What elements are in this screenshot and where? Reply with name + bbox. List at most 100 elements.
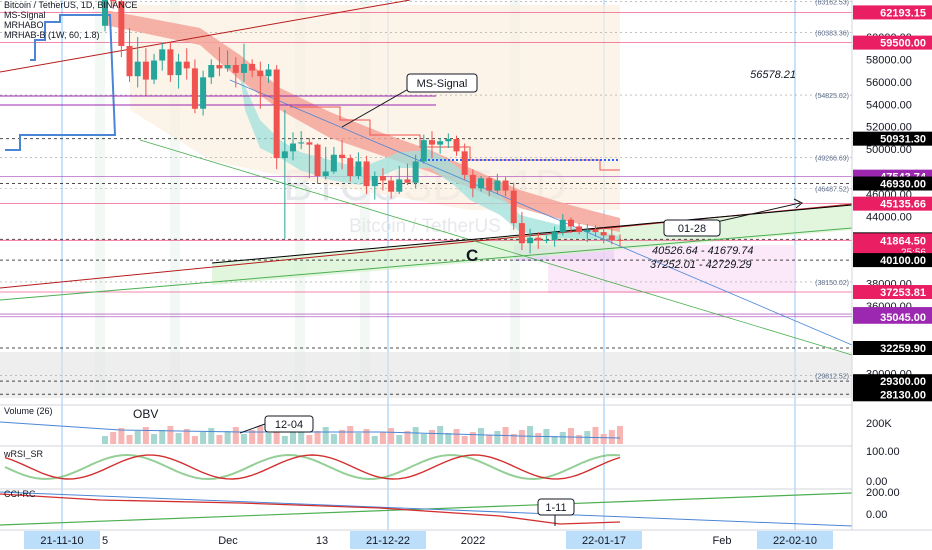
candle [576,223,583,235]
c-wave-line [211,204,853,264]
candle-body [232,65,239,73]
volume-bar [240,434,247,444]
candle [142,48,149,96]
volume-bar [290,432,297,444]
price-labels: 62193.1559500.0050931.3047543.7446930.00… [853,5,932,402]
volume-bar [314,431,321,444]
blue-step-line [5,14,117,151]
volume-bar [445,433,452,444]
candle [567,217,574,234]
candle-body [142,61,149,80]
volume-bar [118,428,125,444]
volume-bar [306,435,313,444]
mini-level-label: (60383.36) [815,31,849,38]
candle-body [216,65,223,69]
cci-pane [0,491,853,527]
time-label: 22-02-10 [773,535,817,547]
cci-callout[interactable]: 1-11 [537,498,575,526]
cci-axis-200: 200.00 [866,487,900,499]
candle [527,228,534,254]
candle [428,131,435,159]
candle-body [420,140,427,162]
candle-body [404,179,411,183]
time-label: Feb [713,535,732,547]
candle [510,182,517,230]
time-label-bg [24,531,100,549]
candle-body [200,77,207,109]
candle [159,42,166,71]
volume-bar [191,436,198,444]
candle [445,133,452,148]
ms-signal-label: MS-Signal [417,78,468,90]
price-label: 37253.81 [880,287,926,299]
cci-red-line [0,493,621,525]
candle [600,227,607,244]
candle [134,36,141,88]
candle [363,155,370,194]
volume-bar [535,433,542,444]
volume-bar [527,426,534,444]
ms-signal-callout[interactable]: MS-Signal [341,73,478,128]
candle-body [151,60,158,80]
price-label-bg [853,285,932,300]
candle [118,0,125,58]
volume-bar [567,428,574,444]
price-label-bg [853,176,932,191]
candle [584,224,591,243]
time-axis-bg [0,530,932,550]
candle [290,132,297,161]
candle-body [428,140,435,145]
wrsi-line-red [4,454,621,480]
volume-callout[interactable]: 12-04 [239,415,314,434]
candle [151,53,158,85]
volume-bar [232,427,239,444]
volume-bar [518,430,525,444]
volume-bar [167,426,174,444]
price-label: 29300.00 [880,376,926,388]
candle [265,63,272,83]
candle-body [306,142,313,145]
volume-bar [273,429,280,444]
volume-callout-label: 12-04 [275,419,303,431]
kumo-teal [240,75,620,240]
time-label: 22-01-17 [582,535,626,547]
price-label-bg [853,387,932,402]
candle-body [355,161,362,177]
price-tick: 54000.00 [866,99,912,111]
candle-body [600,232,607,236]
volume-bar [183,429,190,444]
candle [592,225,599,237]
price-label-bg [853,131,932,146]
volume-bar [453,429,460,444]
candle-body [584,229,591,233]
volume-bar [339,430,346,444]
wrsi-pane [4,453,621,481]
volume-bar [330,434,337,444]
volume-pane [0,421,623,444]
candle-body [494,180,501,191]
price-label-bg [853,340,932,355]
volume-bar [559,432,566,444]
candle [322,146,329,180]
candle-body [437,141,444,145]
wrsi-axis-100: 100.00 [866,446,900,458]
volume-bar [257,426,264,444]
candle [126,28,133,82]
time-axis[interactable]: 21-11-10 5 Dec 13 21-12-22 2022 22-01-17 Feb 22-… [24,531,833,549]
volume-bar [355,433,362,444]
candle [183,48,190,80]
candle [306,137,313,179]
volume-bar [134,431,141,444]
price-tick: 44000.00 [866,211,912,223]
candles[interactable] [102,0,623,254]
volume-bar [551,436,558,444]
candle-body [608,235,615,240]
candle [396,165,403,194]
range-1-label: 40526.64 - 41679.74 [652,245,754,257]
box-01-28[interactable]: 01-28 [663,219,721,237]
cci-blue-line [0,491,853,527]
header-symbol: Bitcoin / TetherUS, 1D, BINANCE [4,0,137,10]
candle [379,168,386,191]
mini-level-label: (49266.69) [815,155,849,162]
